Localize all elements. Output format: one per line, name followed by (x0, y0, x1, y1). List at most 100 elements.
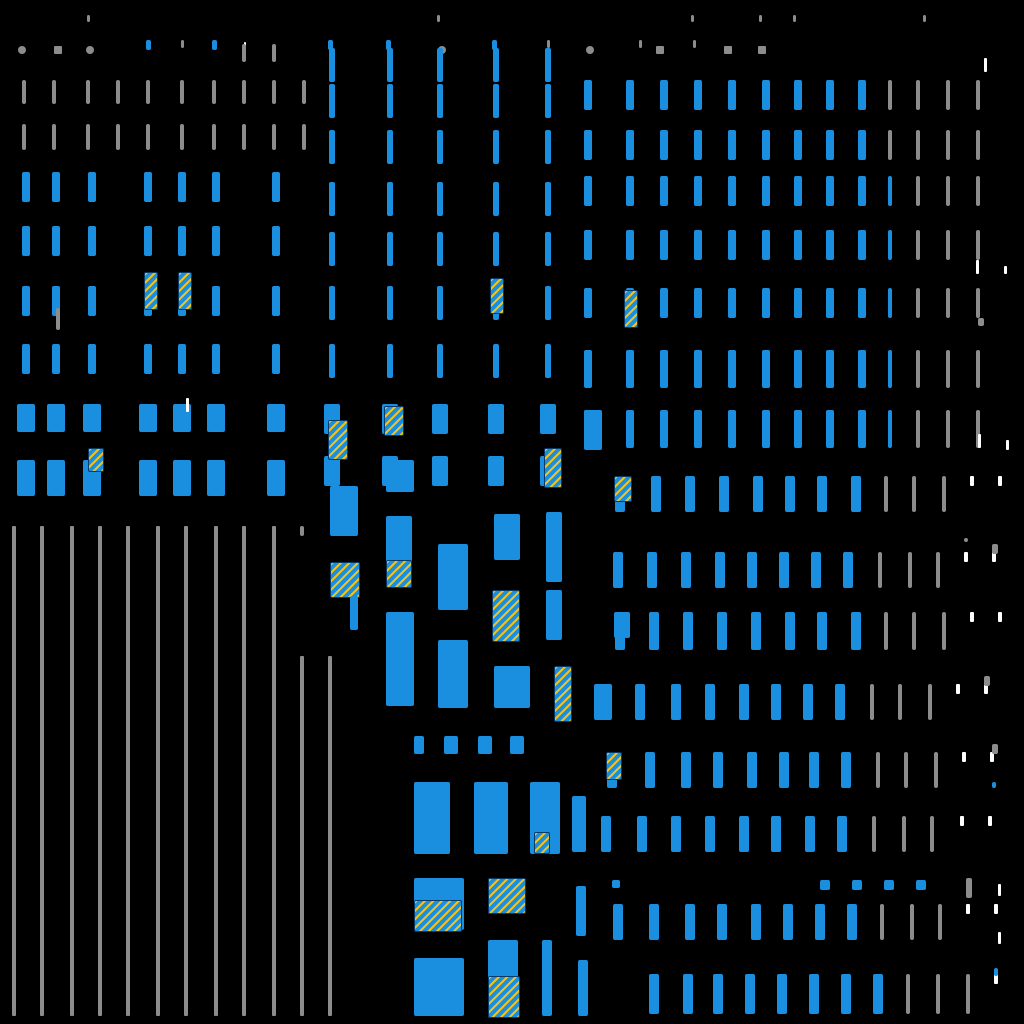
blue-tile (858, 176, 866, 206)
blue-tile (660, 176, 668, 206)
blue-tile (584, 350, 592, 388)
white-tile (998, 932, 1001, 944)
blue-tile (794, 350, 802, 388)
gray-tile (242, 80, 246, 104)
gray-tile (888, 130, 892, 160)
blue-tile (438, 544, 468, 610)
gray-tile (934, 752, 938, 788)
blue-tile (272, 226, 280, 256)
blue-tile (826, 230, 834, 260)
blue-tile (671, 816, 681, 852)
art-fragment-tile (492, 590, 520, 642)
blue-tile (649, 612, 659, 650)
gray-line (156, 526, 160, 1016)
blue-tile (916, 880, 926, 890)
art-fragment-tile (386, 560, 412, 588)
blue-tile (350, 596, 358, 630)
gray-tile (146, 80, 150, 104)
gray-tile (992, 744, 998, 754)
blue-tile (681, 752, 691, 788)
gray-tile (938, 904, 942, 940)
white-tile (966, 904, 970, 914)
blue-tile (545, 48, 551, 82)
blue-tile (437, 344, 443, 378)
blue-tile (488, 404, 504, 434)
blue-tile (858, 80, 866, 110)
blue-tile (493, 232, 499, 266)
blue-tile (437, 48, 443, 82)
blue-tile (694, 350, 702, 388)
art-fragment-tile (328, 420, 348, 460)
gray-tile (242, 124, 246, 150)
blue-tile (601, 816, 611, 852)
blue-tile (762, 176, 770, 206)
blue-tile (858, 350, 866, 388)
blue-tile (647, 552, 657, 588)
gray-tile (976, 130, 980, 160)
blue-tile (837, 816, 847, 852)
blue-tile (414, 736, 424, 754)
gray-line (184, 526, 188, 1016)
blue-tile (173, 460, 191, 496)
gray-line (70, 526, 74, 1016)
blue-tile (17, 460, 35, 496)
blue-tile (826, 410, 834, 448)
blue-tile (694, 410, 702, 448)
blue-tile (809, 752, 819, 788)
blue-tile (660, 130, 668, 160)
white-tile (988, 816, 992, 826)
blue-tile (437, 232, 443, 266)
blue-tile (811, 552, 821, 588)
blue-tile (545, 232, 551, 266)
blue-tile (545, 182, 551, 216)
gray-tile (942, 476, 946, 512)
gray-tile (212, 80, 216, 104)
white-tile (984, 684, 988, 694)
white-tile (1006, 440, 1009, 450)
blue-tile (612, 880, 620, 888)
gray-tile (910, 904, 914, 940)
blue-tile (88, 344, 96, 374)
blue-tile (493, 130, 499, 164)
blue-tile (584, 230, 592, 260)
gray-tile (930, 816, 934, 852)
blue-tile (826, 130, 834, 160)
blue-tile (649, 904, 659, 940)
blue-tile (546, 590, 562, 640)
gray-tile (52, 124, 56, 150)
blue-tile (626, 130, 634, 160)
blue-tile (728, 176, 736, 206)
blue-tile (414, 782, 450, 854)
blue-tile (713, 752, 723, 788)
blue-tile (178, 172, 186, 202)
blue-tile (414, 958, 464, 1016)
white-tile (998, 612, 1002, 622)
blue-tile (705, 684, 715, 720)
blue-tile (888, 410, 892, 448)
blue-tile (88, 226, 96, 256)
gray-tile (884, 612, 888, 650)
blue-tile (432, 404, 448, 434)
white-tile (960, 816, 964, 826)
blue-tile (873, 974, 883, 1014)
blue-tile (762, 288, 770, 318)
gray-dot (586, 46, 594, 54)
blue-tile (438, 640, 468, 708)
gray-tile (984, 676, 990, 686)
blue-tile (267, 404, 285, 432)
gray-tile (946, 410, 950, 448)
blue-tile (728, 130, 736, 160)
gray-tile (992, 544, 998, 554)
blue-tile (492, 40, 497, 50)
blue-tile (212, 344, 220, 374)
gray-tile (902, 816, 906, 852)
blue-tile (841, 974, 851, 1014)
blue-tile (851, 612, 861, 650)
gray-square (724, 46, 732, 54)
blue-tile (328, 40, 333, 50)
blue-tile (794, 410, 802, 448)
blue-tile (613, 552, 623, 588)
blue-tile (272, 344, 280, 374)
blue-tile (594, 684, 612, 720)
gray-line (242, 526, 246, 1016)
